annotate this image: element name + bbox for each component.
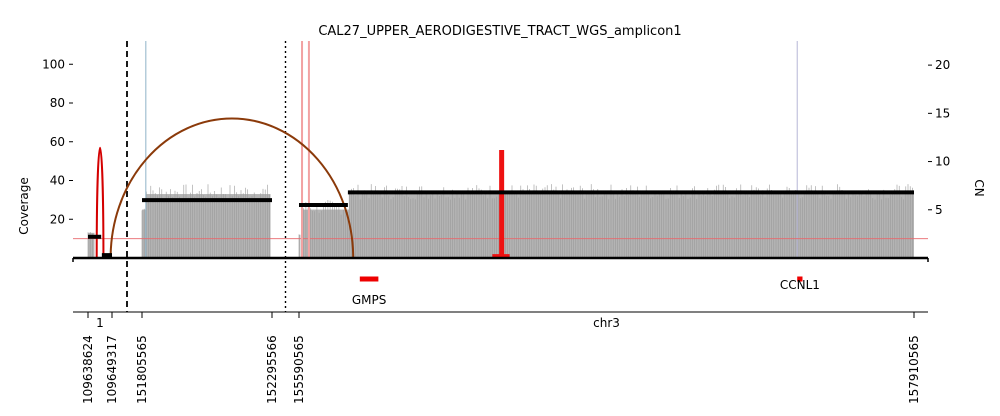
- position-tick-label: 155590565: [292, 335, 306, 404]
- chrom-label-layer: 1 chr3: [96, 316, 620, 330]
- chromosome-label: 1: [96, 316, 104, 330]
- y-left-tick-label: 40: [50, 174, 65, 188]
- sv-arc: [95, 146, 105, 259]
- spike-layer: [145, 41, 798, 258]
- chart-title: CAL27_UPPER_AERODIGESTIVE_TRACT_WGS_ampl…: [318, 24, 681, 39]
- position-tick-label: 152295566: [265, 335, 279, 404]
- gene-layer: GMPS CCNL1: [352, 276, 820, 307]
- position-tick-layer: 109638624 109649317 151805565 152295566 1555…: [81, 312, 921, 404]
- arc-layer: [95, 117, 355, 259]
- position-tick-label: 109649317: [105, 335, 119, 404]
- y-right-tick-label: 10: [935, 155, 950, 169]
- chromosome-label: chr3: [593, 316, 620, 330]
- y-axis-left-label: Coverage: [17, 177, 31, 235]
- y-axis-left: 20 40 60 80 100: [42, 57, 73, 226]
- cn-layer: [88, 190, 914, 259]
- gene-label: GMPS: [352, 293, 387, 307]
- coverage-block: [349, 194, 914, 258]
- coverage-block: [299, 234, 301, 258]
- position-tick-label: 109638624: [81, 335, 95, 404]
- sv-arc: [109, 117, 355, 259]
- y-right-tick-label: 15: [935, 106, 950, 120]
- y-left-tick-label: 100: [42, 57, 65, 71]
- y-left-tick-label: 20: [50, 212, 65, 226]
- gene-label: CCNL1: [780, 278, 820, 292]
- divider-layer: [126, 41, 287, 312]
- position-tick-label: 151805565: [135, 335, 149, 404]
- coverage-layer: [87, 184, 914, 258]
- y-axis-right-label: CN: [972, 179, 986, 196]
- y-right-tick-label: 20: [935, 58, 950, 72]
- y-left-tick-label: 80: [50, 96, 65, 110]
- coverage-block: [88, 232, 95, 258]
- y-axis-right: 5 10 15 20: [928, 58, 950, 217]
- position-tick-label: 157910565: [907, 335, 921, 404]
- y-right-tick-label: 5: [935, 203, 943, 217]
- y-left-tick-label: 60: [50, 135, 65, 149]
